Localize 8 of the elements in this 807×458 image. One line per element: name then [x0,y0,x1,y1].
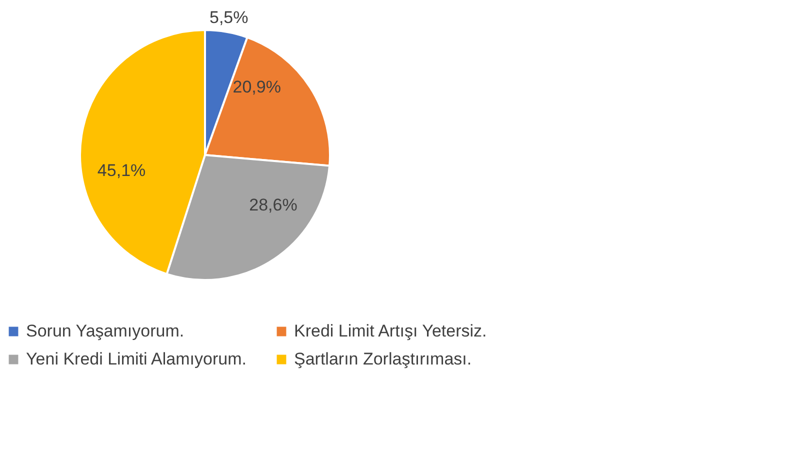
legend-label: Kredi Limit Artışı Yetersiz. [294,322,487,341]
data-label: 28,6% [249,196,298,215]
data-label: 5,5% [210,8,248,28]
data-label: 20,9% [232,78,281,97]
legend-label: Yeni Kredi Limiti Alamıyorum. [26,350,246,368]
data-label: 45,1% [97,161,146,180]
legend-label: Sorun Yaşamıyorum. [26,322,184,341]
legend-label: Şartların Zorlaştırıması. [294,350,472,368]
